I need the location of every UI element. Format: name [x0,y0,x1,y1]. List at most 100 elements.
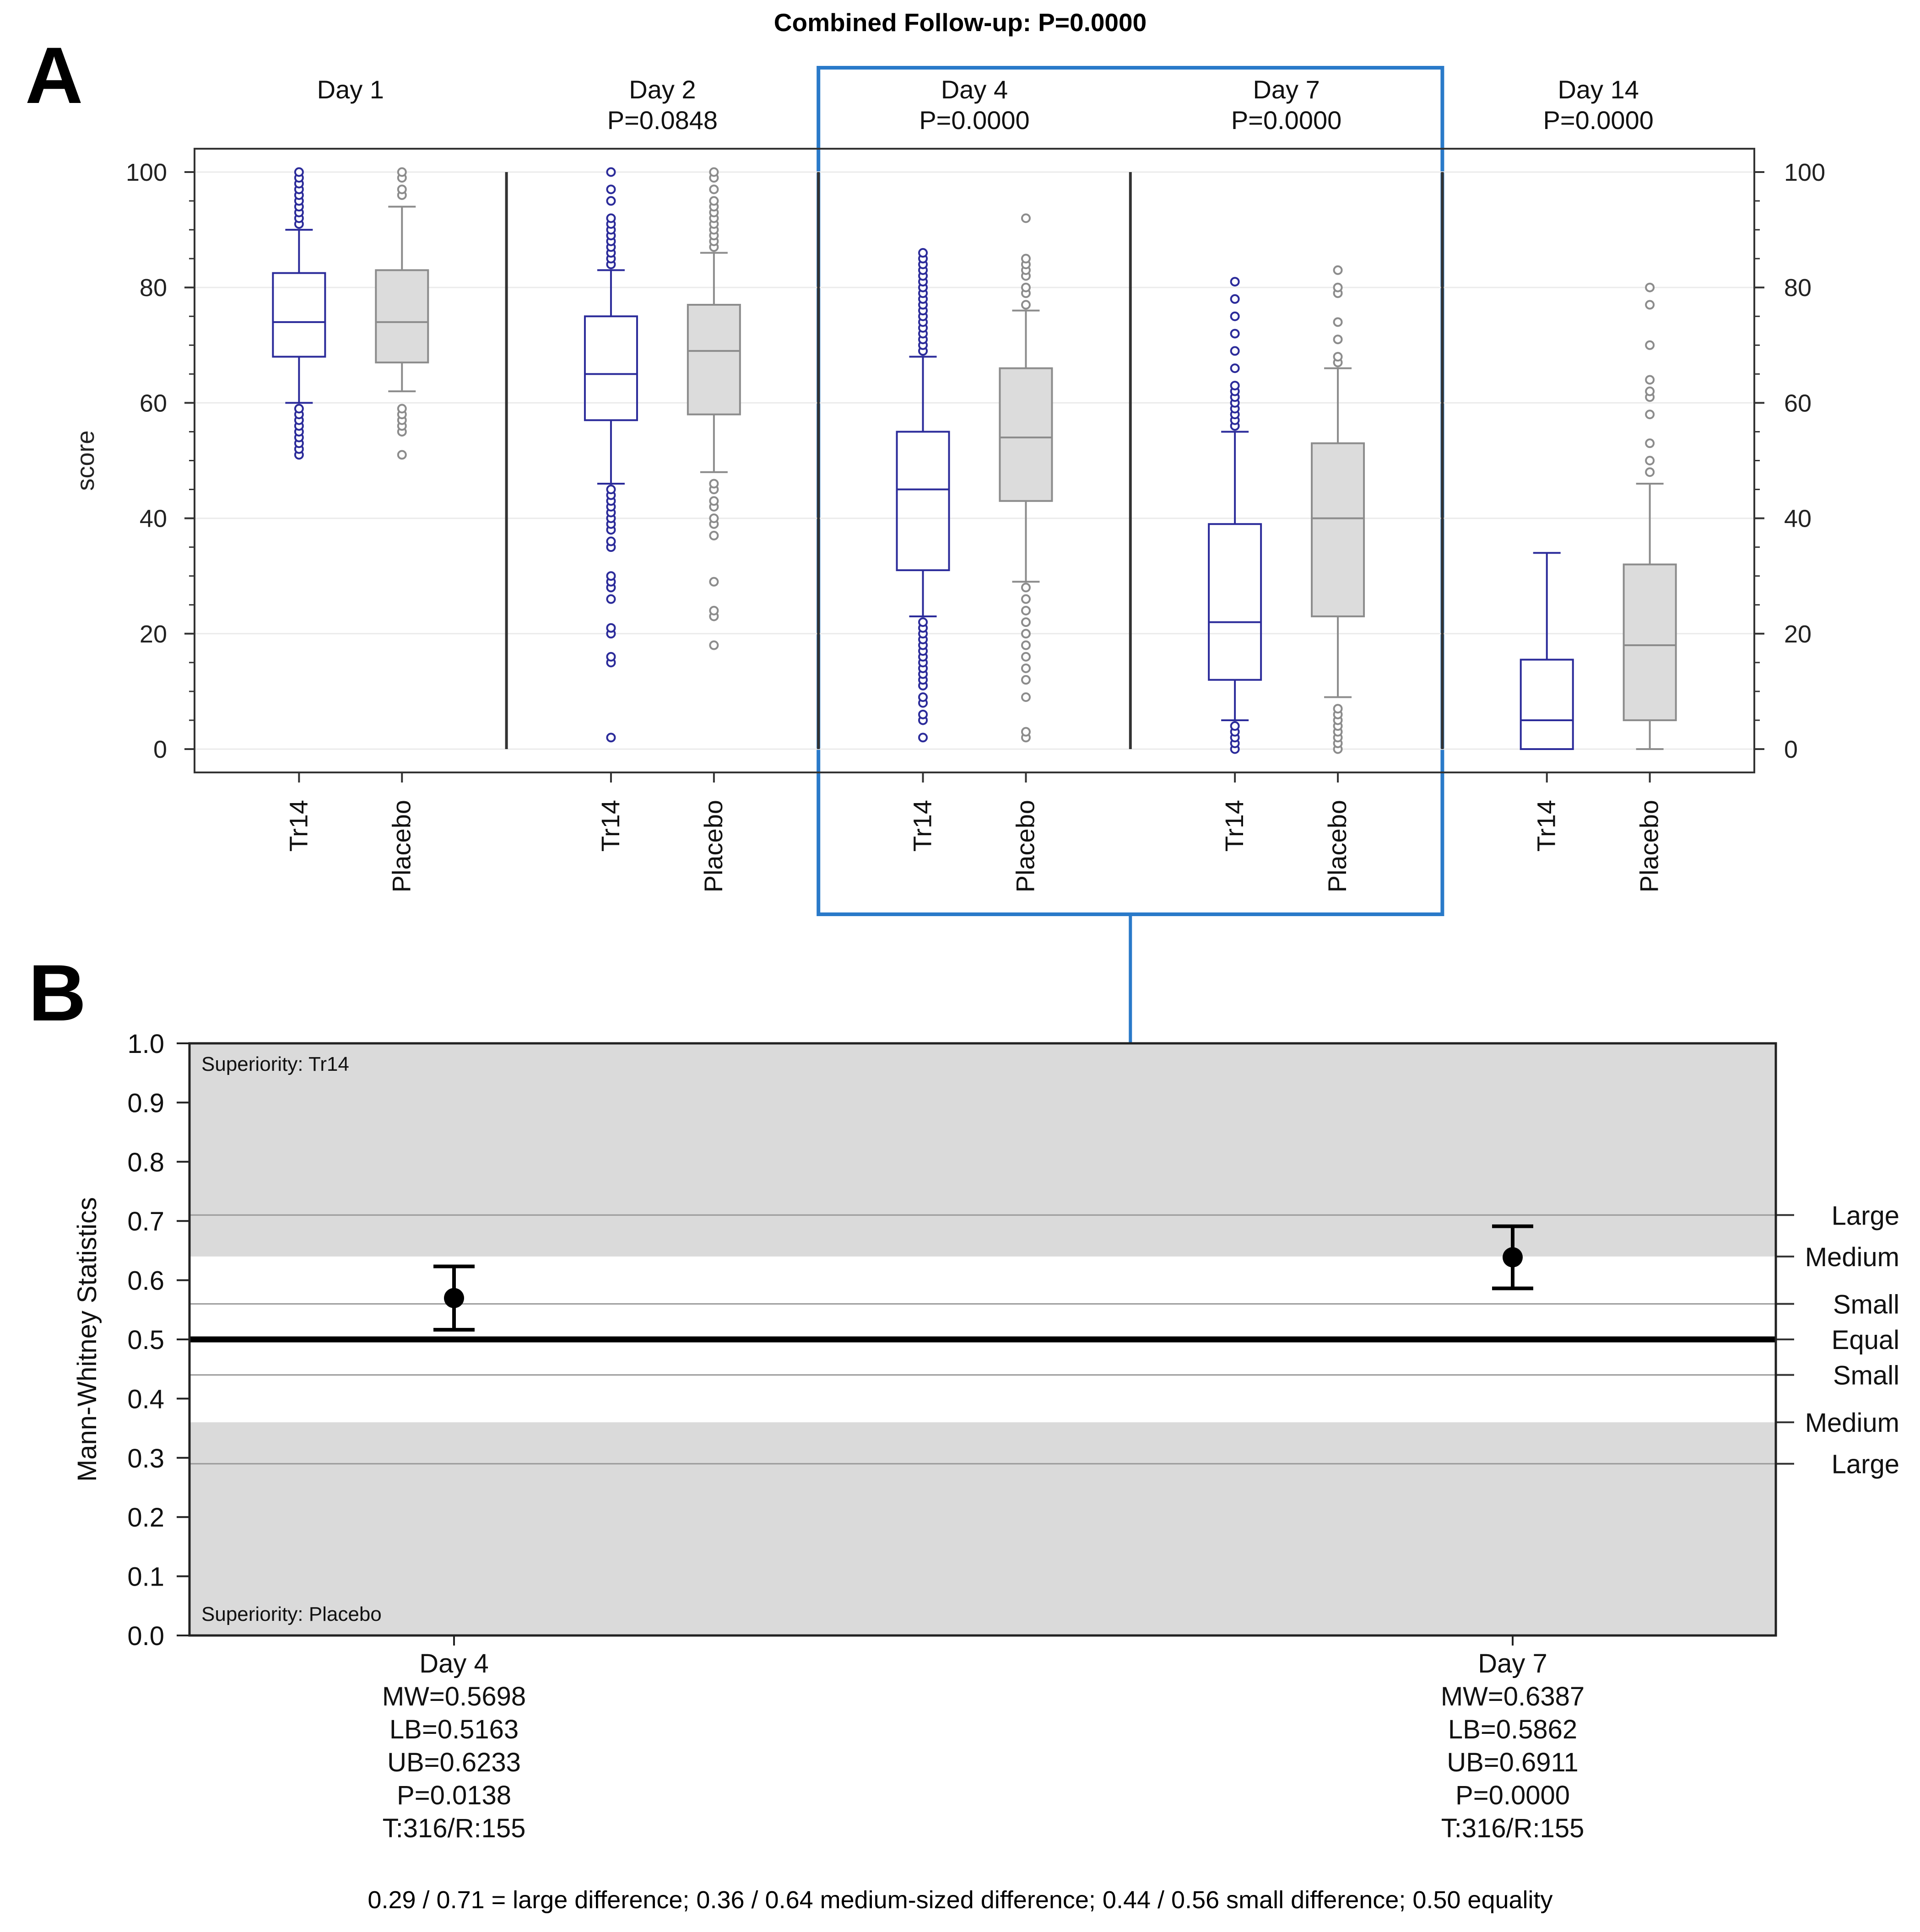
outlier-point [1230,363,1240,373]
outlier-point [709,479,719,489]
outlier-point [1230,294,1240,304]
outlier-point [1021,254,1031,264]
outlier-point [606,196,616,206]
outlier-point [1021,594,1031,604]
outlier-point [1021,652,1031,662]
outlier-point [1230,346,1240,356]
outlier-point [1333,317,1343,327]
box-chart-title: Combined Follow-up: P=0.0000 [774,8,1147,37]
outlier-point [397,404,407,414]
tr14-box [896,431,950,572]
outlier-point [606,652,616,662]
tr14-box [1520,658,1574,750]
outlier-point [1021,605,1031,615]
outlier-point [1021,727,1031,737]
outlier-point [1021,629,1031,639]
point-stat-label: MW=0.6387 [1441,1682,1585,1711]
y-tick-label: 0.9 [127,1088,164,1118]
point-stat-label: MW=0.5698 [382,1682,526,1711]
outlier-point [709,577,719,587]
outlier-point [918,733,928,743]
outlier-point [606,733,616,743]
outlier-point [709,496,719,506]
outlier-point [1645,410,1655,420]
threshold-label: Large [1832,1201,1899,1230]
y-tick-label: 0 [153,736,167,763]
group-p-value: P=0.0000 [1543,106,1654,135]
outlier-point [709,530,719,540]
outlier-point [1230,277,1240,287]
y-tick-label: 0.4 [127,1384,164,1414]
y-tick-label-right: 40 [1784,505,1812,533]
outlier-point [1230,381,1240,391]
outlier-point [397,167,407,177]
x-tick-label: Placebo [387,800,416,892]
superiority-placebo-label: Superiority: Placebo [201,1603,382,1625]
outlier-point [1021,640,1031,650]
threshold-label: Small [1833,1361,1899,1391]
point-stat-label: UB=0.6233 [387,1748,521,1777]
outlier-point [1645,386,1655,396]
outlier-point [918,692,928,702]
y-tick-label: 0.2 [127,1503,164,1533]
x-tick-label: Tr14 [596,800,625,852]
outlier-point [294,167,304,177]
outlier-point [606,184,616,194]
group-day-label: Day 1 [317,75,384,104]
y-tick-label: 1.0 [127,1029,164,1059]
threshold-label: Equal [1832,1325,1899,1355]
y-tick-label: 0.3 [127,1444,164,1473]
superiority-band-top [189,1043,1776,1257]
point-stat-label: P=0.0000 [1455,1781,1570,1810]
y-tick-label: 100 [126,159,167,186]
group-p-value: P=0.0000 [919,106,1029,135]
x-tick-label: Placebo [1323,800,1352,892]
y-tick-label: 0.1 [127,1562,164,1592]
outlier-point [397,450,407,460]
y-tick-label: 60 [140,389,167,417]
outlier-point [709,196,719,206]
panel-a-letter: A [25,31,83,120]
y-tick-label-right: 60 [1784,389,1812,417]
point-stat-label: T:316/R:155 [1441,1813,1585,1843]
y-tick-label: 20 [140,621,167,648]
outlier-point [1021,213,1031,223]
point-day-label: Day 7 [1478,1649,1547,1678]
outlier-point [1645,300,1655,310]
y-tick-label-right: 20 [1784,621,1812,648]
x-tick-label: Tr14 [1532,800,1561,852]
outlier-point [1021,282,1031,292]
outlier-point [1021,300,1031,310]
y-tick-label: 0.7 [127,1207,164,1236]
outlier-point [1230,329,1240,339]
outlier-point [606,536,616,546]
y-axis-label: Mann-Whitney Statistics [72,1197,102,1482]
outlier-point [918,248,928,258]
point-stat-label: P=0.0138 [397,1781,511,1810]
x-tick-label: Tr14 [1220,800,1249,852]
outlier-point [1645,456,1655,465]
outlier-point [918,709,928,719]
y-axis-label: score [72,430,99,491]
outlier-point [1333,335,1343,345]
tr14-box [1208,523,1262,681]
x-tick-label: Tr14 [284,800,313,852]
tr14-box [584,315,638,421]
x-tick-label: Placebo [1635,800,1664,892]
outlier-point [1021,692,1031,702]
x-tick-label: Tr14 [908,800,937,852]
outlier-point [1333,282,1343,292]
y-tick-label: 80 [140,274,167,302]
y-tick-label: 40 [140,505,167,533]
threshold-label: Small [1833,1290,1899,1319]
outlier-point [606,623,616,633]
outlier-point [918,617,928,627]
placebo-box [999,367,1053,502]
outlier-point [1333,704,1343,714]
placebo-box [1311,442,1365,617]
box-plot-panel: 0 0 20 20 40 40 60 60 80 80 100 100 score Day 1 Tr14 Pl… [72,66,1825,1046]
superiority-tr14-label: Superiority: Tr14 [201,1053,349,1075]
point-stat-label: LB=0.5163 [389,1715,519,1744]
outlier-point [606,485,616,495]
